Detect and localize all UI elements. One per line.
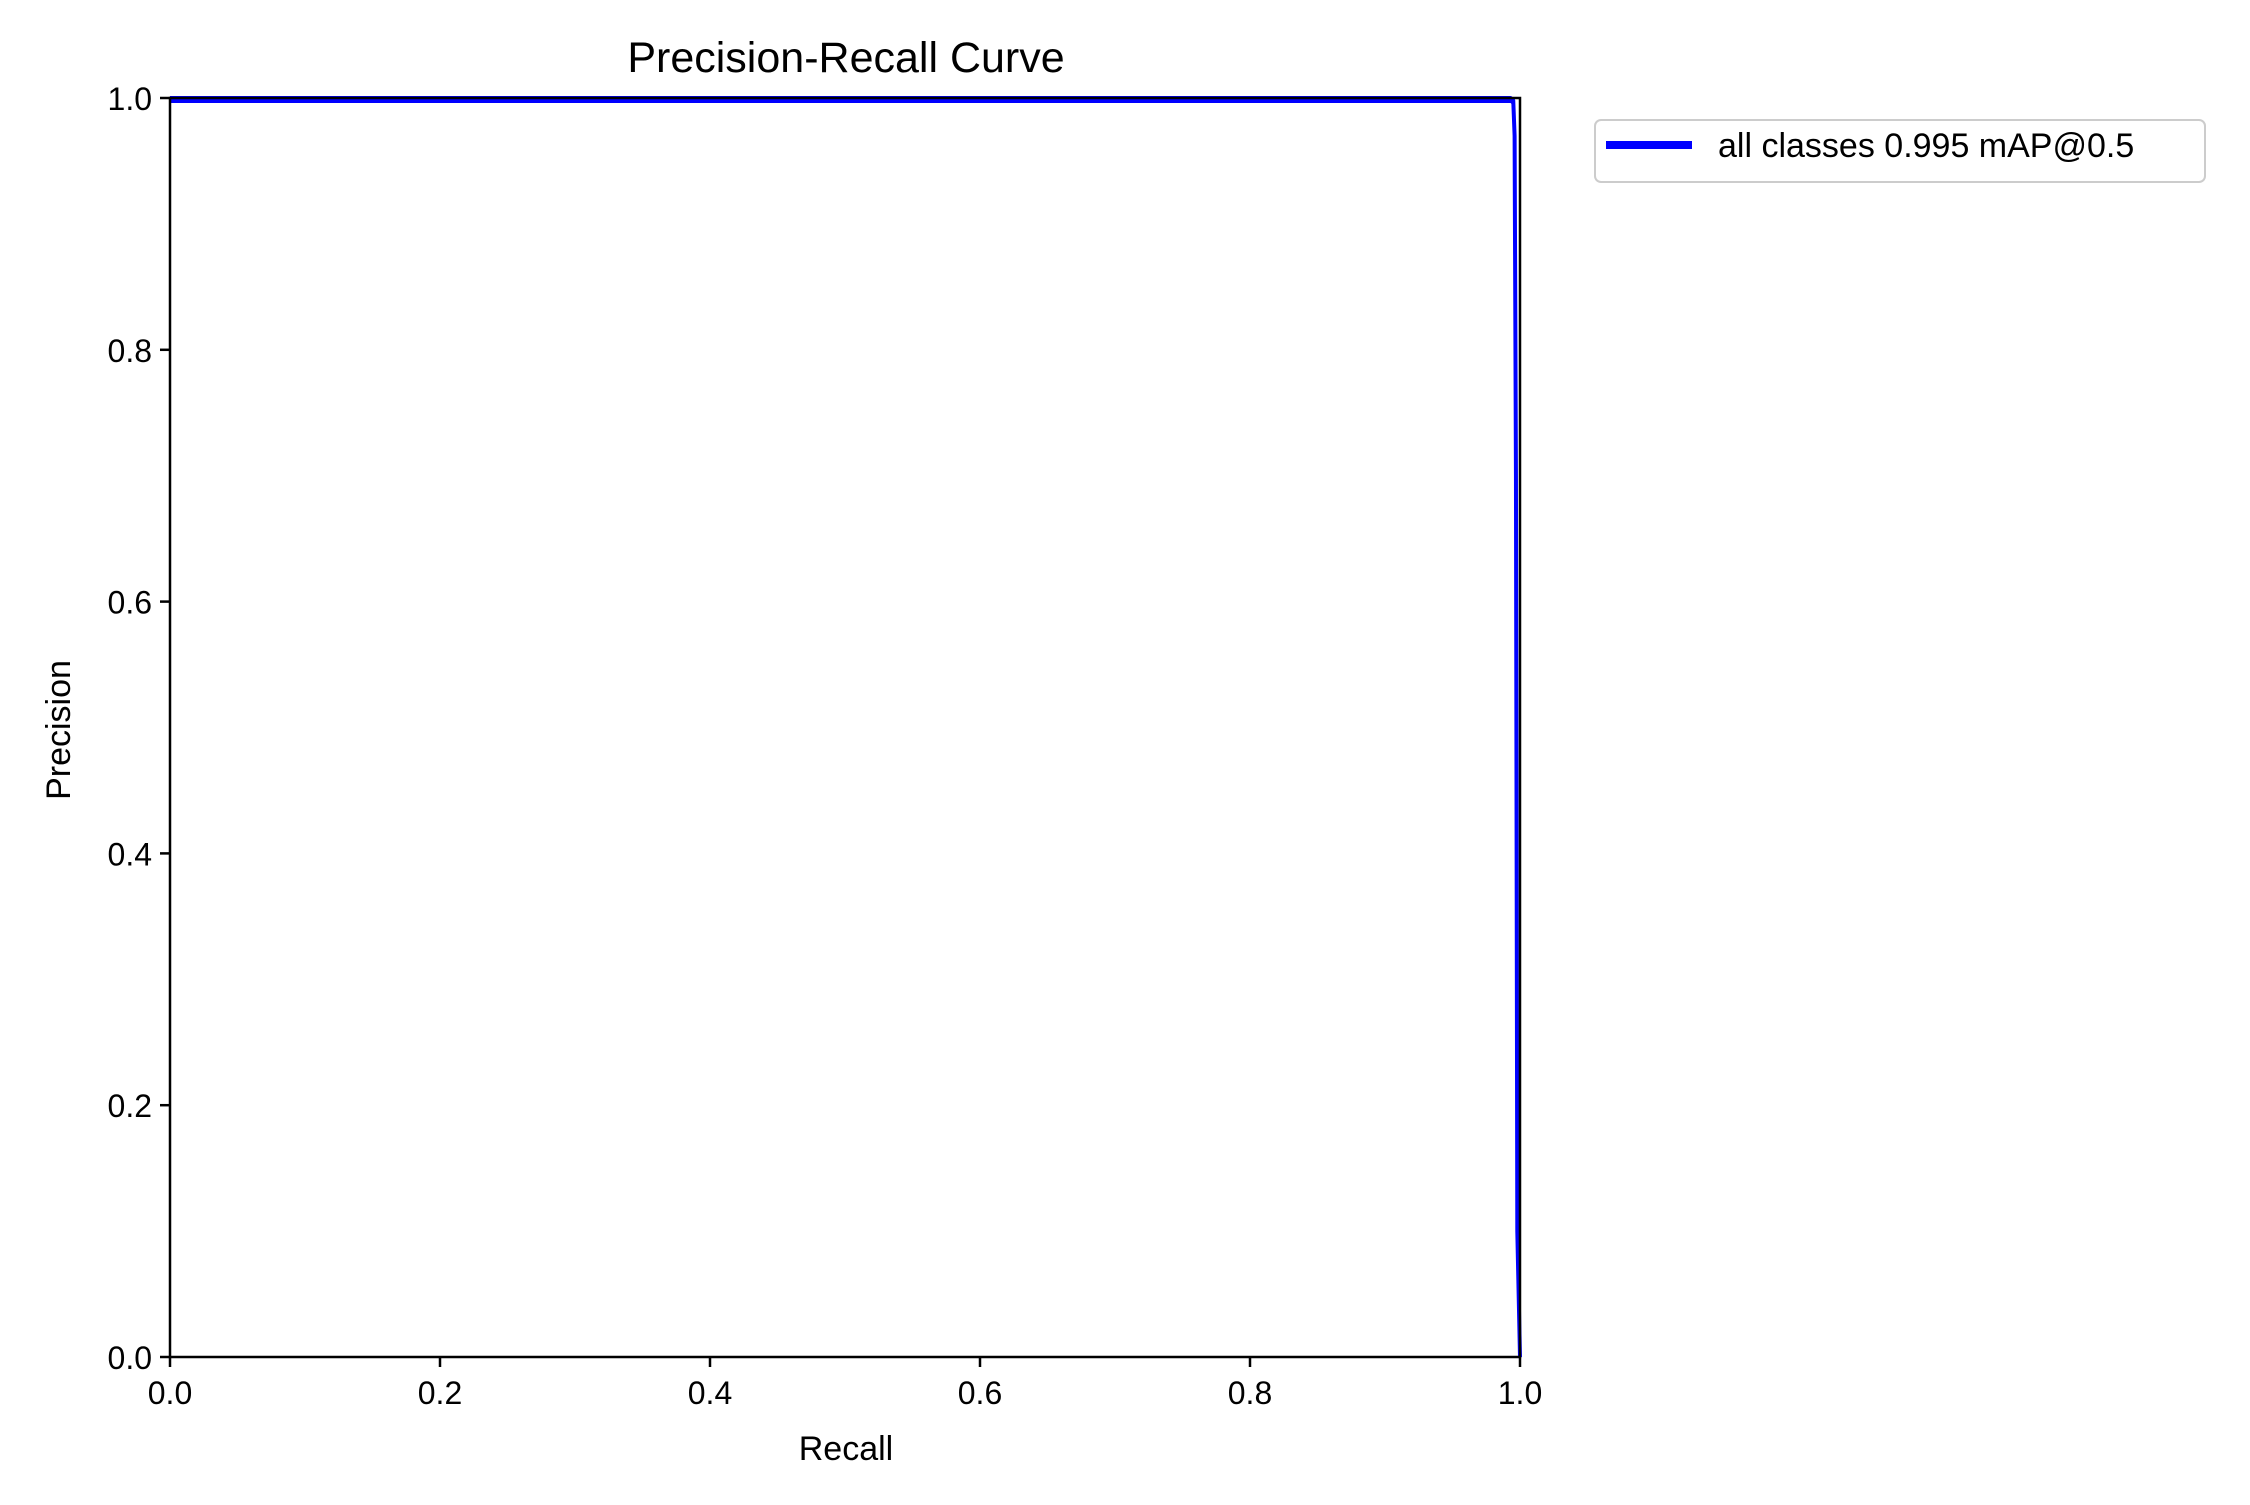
x-tick-label-3: 0.6: [958, 1375, 1002, 1411]
x-tick-label-4: 0.8: [1228, 1375, 1272, 1411]
axes: 0.0 0.2 0.4 0.6 0.8 1.0 0.0 0.2 0.4 0.6 0.8 1.0: [108, 81, 1543, 1411]
legend-label-all-classes: all classes 0.995 mAP@0.5: [1718, 127, 2134, 165]
y-tick-label-3: 0.6: [108, 585, 152, 621]
x-tick-label-5: 1.0: [1498, 1375, 1542, 1411]
x-tick-label-1: 0.2: [418, 1375, 462, 1411]
series-area-mask-0: [170, 103, 1520, 1362]
legend: all classes 0.995 mAP@0.5: [1594, 119, 2206, 183]
plot-frame: [168, 96, 1522, 1359]
legend-frame: [1594, 119, 2206, 183]
y-tick-label-0: 0.0: [108, 1340, 152, 1376]
y-tick-label-4: 0.8: [108, 333, 152, 369]
x-axis-label: Recall: [799, 1430, 893, 1468]
y-tick-label-2: 0.4: [108, 836, 152, 872]
y-tick-label-5: 1.0: [108, 81, 152, 117]
y-tick-label-1: 0.2: [108, 1088, 152, 1124]
plot-area: [170, 96, 1522, 1362]
chart-title: Precision-Recall Curve: [627, 34, 1064, 82]
y-axis-label: Precision: [40, 660, 78, 800]
x-tick-label-0: 0.0: [148, 1375, 192, 1411]
x-tick-label-2: 0.4: [688, 1375, 732, 1411]
